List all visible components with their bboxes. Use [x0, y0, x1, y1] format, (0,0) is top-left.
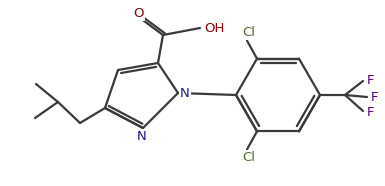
- Text: OH: OH: [204, 22, 224, 34]
- Text: N: N: [137, 131, 147, 144]
- Text: F: F: [366, 105, 374, 118]
- Text: F: F: [370, 91, 378, 103]
- Text: Cl: Cl: [243, 26, 256, 39]
- Text: N: N: [180, 86, 190, 100]
- Text: Cl: Cl: [243, 151, 256, 164]
- Text: O: O: [133, 7, 143, 20]
- Text: F: F: [366, 73, 374, 86]
